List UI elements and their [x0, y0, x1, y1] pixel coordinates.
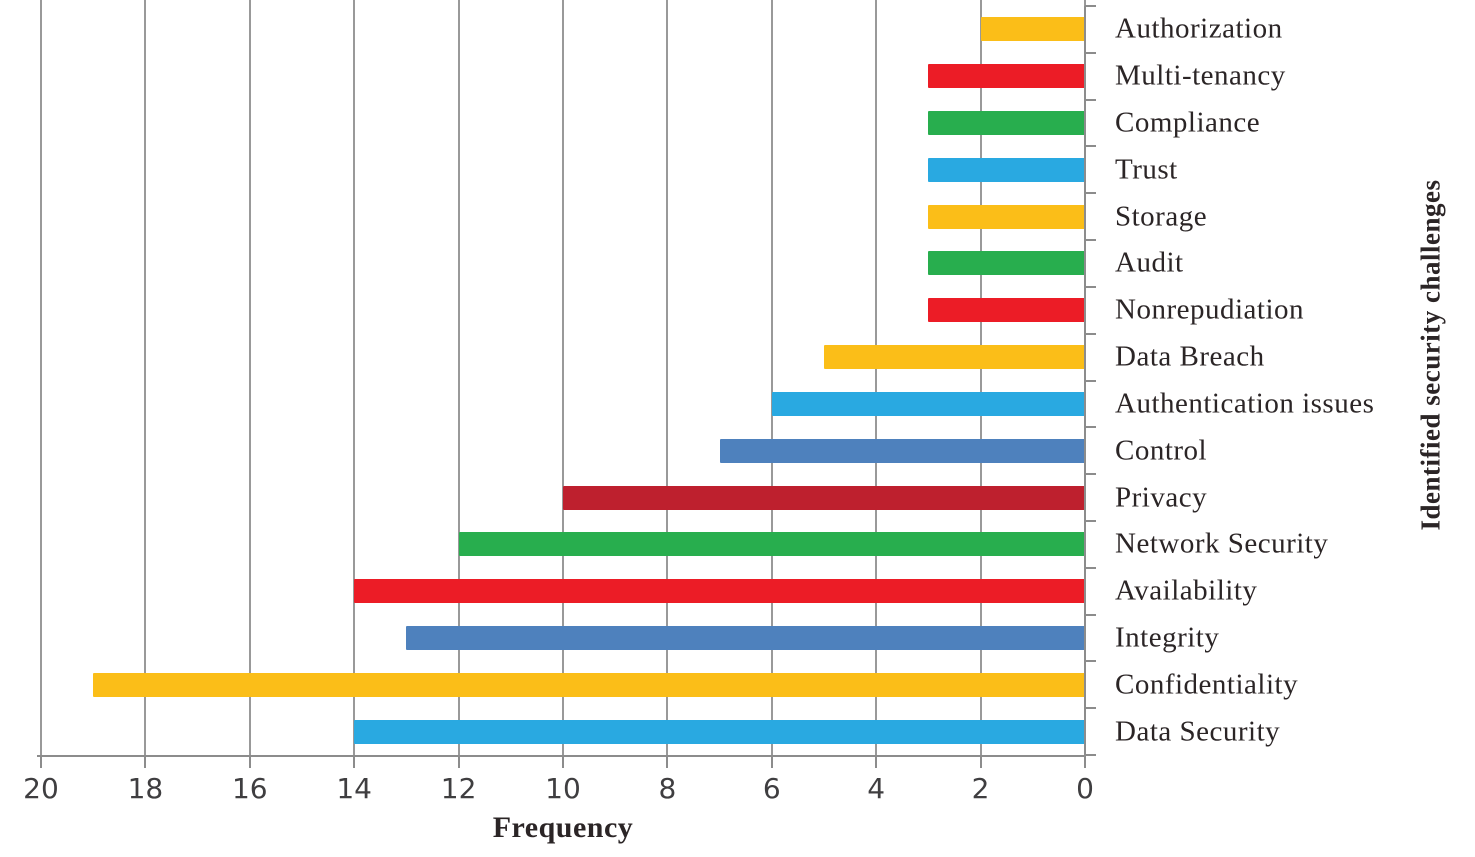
x-tick-label: 14 [336, 772, 373, 805]
gridline [40, 0, 42, 755]
x-tick-label: 12 [440, 772, 477, 805]
x-tick-label: 2 [971, 772, 990, 805]
bar-storage [928, 204, 1085, 229]
bar-network-security [458, 532, 1085, 557]
x-tick-label: 0 [1076, 772, 1094, 805]
bar-confidentiality [93, 672, 1085, 697]
x-axis-tick [248, 755, 251, 768]
bar-integrity [406, 625, 1085, 650]
gridline [248, 0, 251, 755]
category-label-nonrepudiation: Nonrepudiation [1115, 293, 1305, 326]
y-axis-tick [1085, 754, 1096, 756]
category-label-authorization: Authorization [1115, 12, 1283, 45]
category-label-privacy: Privacy [1115, 481, 1208, 514]
bar-data-security [354, 719, 1085, 744]
bar-data-breach [824, 345, 1085, 370]
x-axis-tick [979, 755, 982, 768]
category-label-authentication-issues: Authentication issues [1115, 387, 1375, 420]
x-tick-label: 16 [231, 772, 268, 805]
x-axis-tick [875, 755, 878, 768]
gridline [666, 0, 669, 755]
bar-nonrepudiation [928, 298, 1085, 323]
y-axis-tick [1085, 660, 1096, 663]
x-axis-tick [353, 755, 356, 768]
category-label-network-security: Network Security [1115, 527, 1329, 560]
y-axis-tick [1085, 707, 1096, 710]
x-axis-tick [144, 755, 147, 768]
gridline [144, 0, 147, 755]
x-axis-tick [562, 755, 564, 768]
gridline [979, 0, 982, 755]
bar-compliance [928, 111, 1085, 136]
category-label-data-breach: Data Breach [1115, 340, 1265, 373]
category-label-compliance: Compliance [1115, 106, 1261, 139]
x-axis-title: Frequency [492, 811, 634, 844]
y-axis-title: Identified security challenges [1415, 179, 1446, 531]
x-tick-label: 8 [658, 772, 677, 805]
x-axis-tick [40, 755, 42, 768]
y-axis-tick [1085, 426, 1096, 429]
gridline [457, 0, 460, 755]
y-axis-tick [1085, 98, 1096, 101]
bar-trust [928, 157, 1085, 182]
x-axis-tick [666, 755, 669, 768]
category-label-control: Control [1115, 434, 1208, 467]
category-label-trust: Trust [1115, 153, 1178, 186]
x-axis-tick [1084, 755, 1086, 768]
category-label-audit: Audit [1115, 246, 1184, 279]
bar-privacy [563, 485, 1085, 510]
y-axis-tick [1085, 239, 1096, 242]
y-axis-tick [1085, 192, 1096, 195]
category-label-confidentiality: Confidentiality [1115, 668, 1299, 701]
gridline [353, 0, 356, 755]
gridline [875, 0, 878, 755]
category-label-multi-tenancy: Multi-tenancy [1115, 59, 1286, 92]
y-axis-tick [1085, 5, 1096, 7]
y-axis-tick [1085, 332, 1096, 335]
bar-audit [928, 251, 1085, 276]
bar-control [719, 438, 1085, 463]
y-axis-tick [1085, 379, 1096, 382]
y-axis-tick [1085, 519, 1096, 522]
x-tick-label: 18 [127, 772, 164, 805]
bar-authorization [980, 17, 1085, 42]
x-tick-label: 6 [762, 772, 781, 805]
category-label-availability: Availability [1115, 574, 1258, 607]
category-label-integrity: Integrity [1115, 621, 1220, 654]
bar-authentication-issues [771, 391, 1085, 416]
y-axis-tick [1085, 566, 1096, 569]
bar-availability [354, 579, 1085, 604]
y-axis-tick [1085, 473, 1096, 476]
gridline [770, 0, 773, 755]
y-axis-tick [1085, 613, 1096, 616]
gridline [562, 0, 564, 755]
y-axis-tick [1085, 285, 1096, 288]
x-tick-label: 4 [867, 772, 886, 805]
x-axis-line [37, 755, 1086, 757]
x-tick-label: 10 [545, 772, 581, 805]
y-axis-tick [1085, 51, 1096, 54]
bar-multi-tenancy [928, 64, 1085, 89]
x-tick-label: 20 [23, 772, 59, 805]
category-label-storage: Storage [1115, 200, 1208, 233]
x-axis-tick [770, 755, 773, 768]
y-axis-tick [1085, 145, 1096, 148]
x-axis-tick [457, 755, 460, 768]
category-label-data-security: Data Security [1115, 715, 1281, 748]
